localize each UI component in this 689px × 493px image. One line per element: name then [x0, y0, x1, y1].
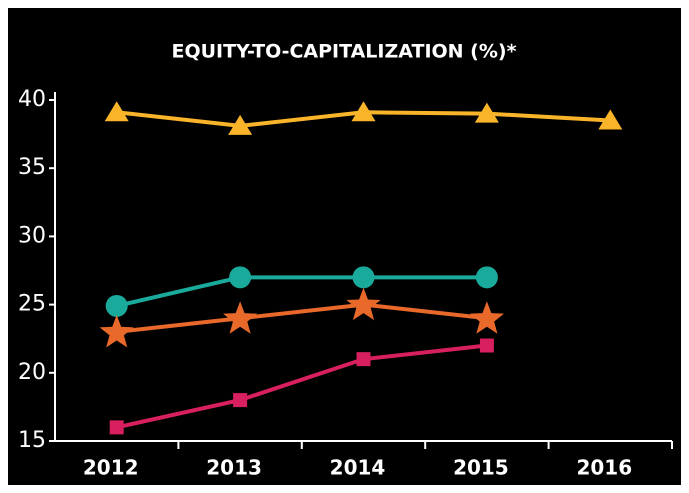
marker [109, 420, 124, 435]
marker [474, 102, 499, 123]
marker [222, 301, 258, 334]
chart-title: EQUITY-TO-CAPITALIZATION (%)* [171, 41, 516, 63]
marker [475, 266, 498, 289]
marker [233, 393, 248, 408]
marker [99, 314, 134, 348]
x-tick-label: 2013 [206, 456, 262, 480]
marker [352, 266, 375, 289]
series-line [116, 343, 488, 430]
y-tick-label: 30 [18, 223, 46, 248]
x-tick-label: 2015 [453, 456, 509, 480]
series-line [116, 275, 487, 308]
x-tick-label: 2016 [576, 456, 632, 480]
y-tick-label: 40 [18, 87, 46, 112]
marker [351, 101, 376, 122]
marker [479, 338, 494, 353]
marker [105, 294, 128, 317]
y-tick-label: 35 [18, 155, 46, 180]
chart-background [8, 8, 681, 485]
y-tick-label: 20 [18, 360, 46, 385]
series-line [116, 302, 488, 334]
y-tick-label: 25 [18, 292, 46, 317]
marker [104, 101, 129, 122]
marker [228, 114, 253, 135]
marker [598, 109, 623, 130]
marker [356, 352, 371, 367]
x-tick-label: 2014 [330, 456, 386, 480]
y-tick-label: 15 [18, 428, 46, 453]
marker [346, 287, 381, 321]
marker [469, 301, 505, 334]
x-tick-label: 2012 [83, 456, 139, 480]
marker [229, 266, 252, 289]
